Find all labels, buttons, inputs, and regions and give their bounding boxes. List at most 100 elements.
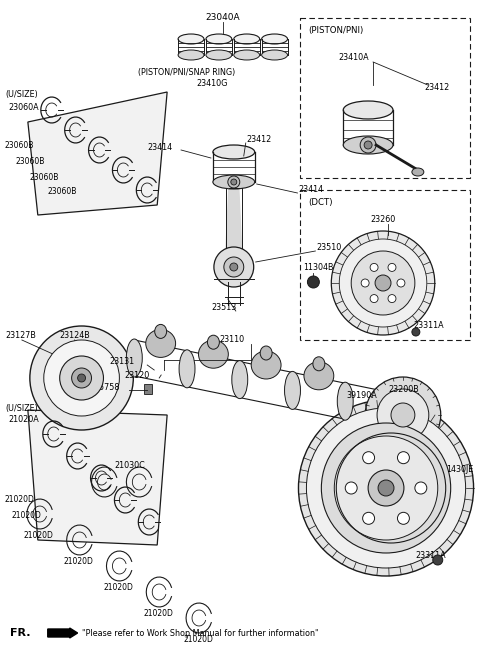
Text: 23311A: 23311A [416, 551, 446, 560]
Ellipse shape [213, 145, 255, 159]
Ellipse shape [313, 357, 325, 370]
Circle shape [72, 368, 92, 388]
Text: "Please refer to Work Shop Manual for further information": "Please refer to Work Shop Manual for fu… [82, 629, 318, 638]
Bar [144, 384, 152, 394]
Text: 21020D: 21020D [183, 636, 213, 645]
Circle shape [351, 251, 415, 315]
Text: 23412: 23412 [247, 135, 272, 144]
Text: (PISTON/PNI/SNAP RING): (PISTON/PNI/SNAP RING) [138, 68, 236, 77]
Text: 23410G: 23410G [196, 79, 228, 88]
Text: 23510: 23510 [316, 244, 342, 252]
Ellipse shape [206, 34, 232, 44]
Ellipse shape [260, 346, 272, 360]
Ellipse shape [146, 330, 176, 358]
Circle shape [388, 294, 396, 303]
Circle shape [397, 452, 409, 463]
Circle shape [391, 403, 415, 427]
Circle shape [331, 231, 435, 335]
Circle shape [228, 176, 240, 188]
Circle shape [334, 436, 438, 540]
Text: 21020D: 21020D [12, 512, 42, 521]
Text: 23513: 23513 [211, 304, 236, 313]
Circle shape [362, 452, 374, 463]
Circle shape [224, 257, 244, 277]
Text: 23120: 23120 [124, 370, 150, 380]
Text: 21020D: 21020D [104, 584, 133, 593]
Circle shape [368, 470, 404, 506]
Text: 23060B: 23060B [16, 157, 45, 166]
Circle shape [230, 263, 238, 271]
Circle shape [370, 294, 378, 303]
Text: 23040A: 23040A [205, 14, 240, 23]
Circle shape [375, 275, 391, 291]
Text: FR.: FR. [10, 628, 30, 638]
Circle shape [364, 141, 372, 149]
Circle shape [360, 137, 376, 153]
Text: 23060A: 23060A [8, 103, 38, 112]
Circle shape [78, 374, 85, 382]
Circle shape [415, 482, 427, 494]
Text: 21030C: 21030C [114, 462, 145, 471]
Text: 23124B: 23124B [60, 330, 90, 339]
Bar [300, 190, 469, 340]
Circle shape [365, 377, 441, 453]
Text: (PISTON/PNI): (PISTON/PNI) [309, 25, 364, 34]
Circle shape [60, 356, 104, 400]
Ellipse shape [232, 361, 248, 398]
Text: 21020D: 21020D [5, 495, 35, 504]
Circle shape [30, 326, 133, 430]
Text: 23060B: 23060B [5, 140, 35, 150]
Text: 23110: 23110 [219, 335, 244, 345]
Circle shape [361, 279, 369, 287]
Ellipse shape [178, 34, 204, 44]
Circle shape [306, 408, 466, 568]
Circle shape [44, 340, 120, 416]
Circle shape [378, 480, 394, 496]
Text: 21020D: 21020D [24, 532, 54, 541]
Text: 23131: 23131 [109, 358, 134, 367]
Circle shape [433, 555, 443, 565]
Text: 23414: 23414 [299, 185, 324, 194]
Circle shape [397, 279, 405, 287]
Text: 23200B: 23200B [388, 385, 419, 395]
Polygon shape [28, 92, 167, 215]
Ellipse shape [213, 175, 255, 189]
Ellipse shape [262, 34, 288, 44]
Ellipse shape [285, 371, 300, 410]
Ellipse shape [262, 50, 288, 60]
Text: 23412: 23412 [425, 83, 450, 92]
Circle shape [370, 263, 378, 272]
FancyArrow shape [48, 628, 78, 638]
Text: 39190A: 39190A [346, 391, 377, 400]
Polygon shape [226, 188, 242, 252]
Ellipse shape [178, 50, 204, 60]
Ellipse shape [390, 393, 406, 431]
Text: 39191: 39191 [358, 525, 384, 534]
Ellipse shape [126, 339, 142, 377]
Circle shape [397, 512, 409, 525]
Circle shape [307, 276, 319, 288]
Ellipse shape [412, 168, 424, 176]
Circle shape [231, 179, 237, 185]
Text: (U/SIZE): (U/SIZE) [5, 404, 38, 413]
Circle shape [377, 389, 429, 441]
Text: 11304B: 11304B [303, 263, 334, 272]
Text: 23127B: 23127B [5, 330, 36, 339]
Text: 23410A: 23410A [338, 53, 369, 62]
Text: (U/SIZE): (U/SIZE) [5, 90, 38, 99]
Circle shape [345, 482, 357, 494]
Ellipse shape [234, 34, 260, 44]
Text: 23060B: 23060B [30, 172, 59, 181]
Ellipse shape [234, 50, 260, 60]
Circle shape [388, 263, 396, 272]
Ellipse shape [343, 136, 393, 154]
Ellipse shape [207, 335, 219, 349]
Ellipse shape [179, 350, 195, 388]
Ellipse shape [206, 50, 232, 60]
Text: 23414: 23414 [147, 144, 172, 153]
Text: 45758: 45758 [95, 384, 120, 393]
Ellipse shape [304, 362, 334, 390]
Polygon shape [28, 410, 167, 545]
Text: 23060B: 23060B [48, 187, 77, 196]
Text: 21020A: 21020A [8, 415, 39, 424]
